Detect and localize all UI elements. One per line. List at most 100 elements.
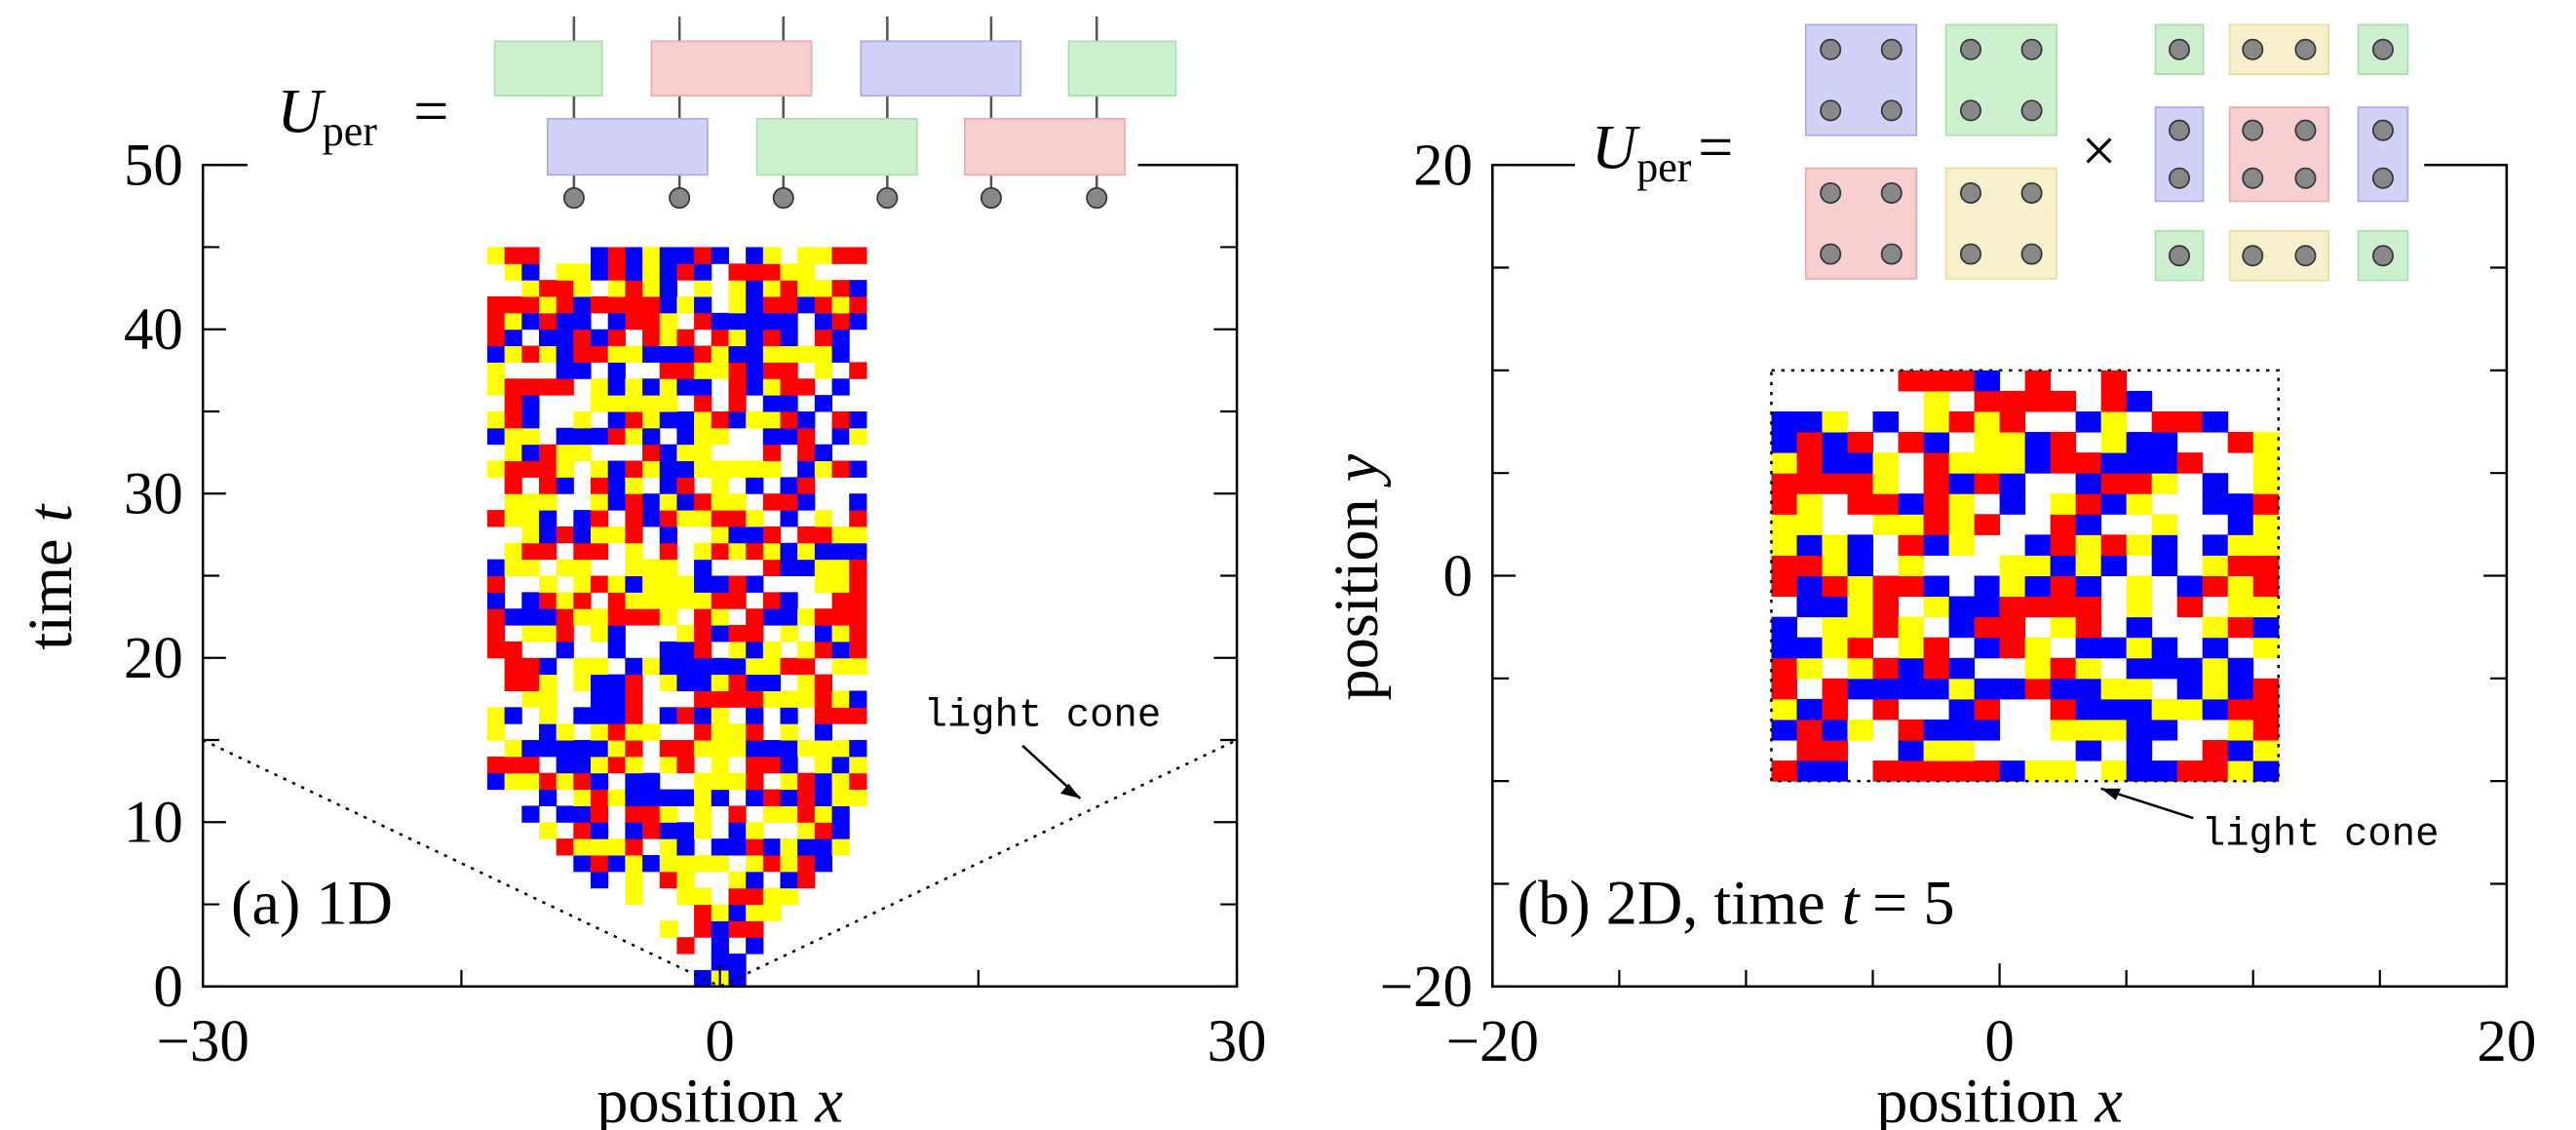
cell [849,707,867,724]
cell [504,608,522,626]
cell [1872,760,1900,782]
cell [1771,678,1797,700]
cell [573,822,592,839]
cell [521,625,540,643]
cell [521,608,540,626]
cell [849,592,867,609]
cell [1974,760,2001,782]
cell [780,657,798,676]
x-axis-label: position x [596,1067,843,1130]
cell [2024,596,2052,618]
cell [1974,473,2001,494]
cell [728,460,747,478]
arrow-head [2100,788,2121,800]
cell [694,772,712,791]
cell [1898,514,1925,535]
cell [711,756,729,774]
cell [711,526,729,544]
cell [1898,432,1925,453]
cell [831,740,850,758]
cell [762,312,782,331]
cell [625,871,643,889]
gate-block [1804,23,1917,136]
cell [746,641,764,659]
cell [538,592,557,609]
cell [521,805,540,823]
cell [2227,555,2254,577]
cell [1822,616,1849,639]
cell [591,871,609,889]
cell [711,510,729,527]
cell [831,657,850,676]
cell [607,493,626,511]
cell [504,329,522,347]
cell [849,410,867,429]
cell [780,477,798,494]
cell [746,937,764,955]
cell [1847,473,1874,494]
cell [2151,452,2178,474]
cell [728,838,747,856]
cell [746,329,764,347]
cell [1974,452,2001,474]
cell [1822,452,1849,474]
cell [2075,410,2102,433]
cell [625,247,643,264]
cell [2252,575,2280,598]
cell [591,723,609,741]
cell [538,674,557,691]
cell [2176,596,2204,618]
cell [780,625,798,643]
cell [1898,657,1925,680]
site [2242,38,2264,60]
cell [1822,575,1849,598]
cell [728,510,747,527]
cell [814,822,833,839]
cell [728,280,747,297]
cell [780,740,798,758]
cell [797,871,816,889]
cell [1796,473,1823,494]
cell [1822,410,1849,433]
y-axis-symbol: t [16,503,85,523]
cell [659,296,677,314]
cell [573,263,592,281]
cell [762,838,782,856]
cell [504,657,522,676]
cell [573,707,592,724]
cell [1872,596,1900,618]
cell [711,427,729,446]
cell [521,395,540,412]
cell [797,674,816,691]
cell [2100,637,2128,659]
cell [556,477,574,494]
cell [711,904,729,921]
cell [607,707,626,724]
cell [521,493,540,511]
cell [2252,678,2280,700]
cell [2227,740,2254,761]
cell [625,838,643,856]
cell [728,772,747,791]
cell [814,460,833,478]
cell [728,657,747,676]
cell [780,542,798,561]
cell [711,247,729,264]
cell [780,280,798,297]
cell [797,477,816,494]
cell [2126,657,2153,680]
cell [573,362,592,379]
cell [831,296,850,314]
cell [780,854,798,873]
cell [694,723,712,741]
gate-block [964,117,1126,176]
cell [728,329,747,347]
cell [849,542,867,561]
cell [814,542,833,561]
cell [849,575,867,593]
cell [2024,555,2052,577]
cell [573,280,592,297]
cell [831,378,850,396]
cell [814,625,833,643]
cell [1872,473,1900,494]
